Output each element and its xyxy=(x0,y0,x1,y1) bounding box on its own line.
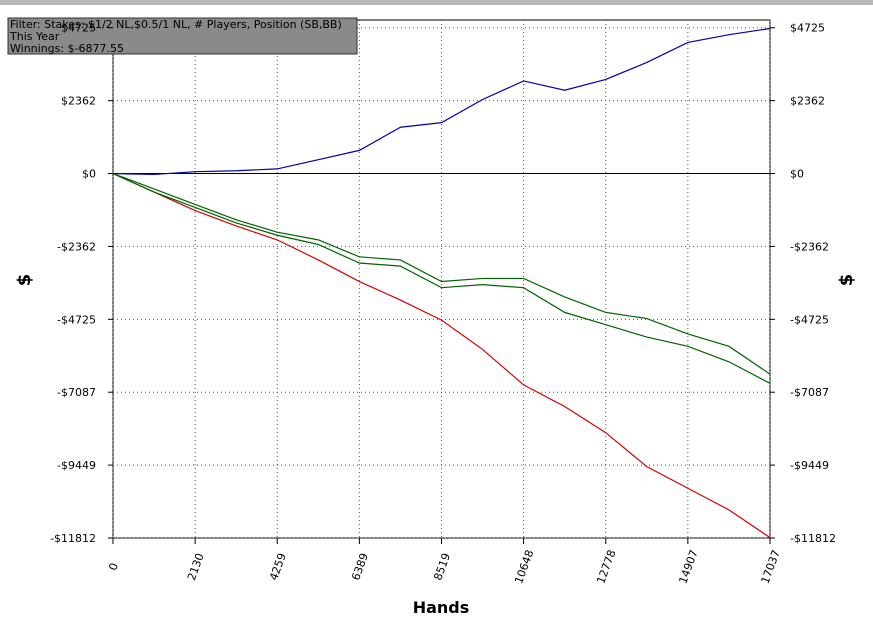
y-tick-label-right: $4725 xyxy=(790,22,825,35)
y-tick-label-right: -$2362 xyxy=(790,240,829,253)
x-tick-label: 12778 xyxy=(594,548,618,585)
x-tick-label: 2130 xyxy=(185,551,207,582)
x-tick-label: 0 xyxy=(106,561,121,572)
y-tick-label-right: $0 xyxy=(790,168,804,181)
series-line xyxy=(112,172,771,539)
x-tick-label: 17037 xyxy=(759,548,783,585)
series-line xyxy=(112,27,771,176)
filter-line: Filter: Stakes: $1/2 NL,$0.5/1 NL, # Pla… xyxy=(10,18,342,31)
y-tick-label: -$11812 xyxy=(50,532,96,545)
x-tick-label: 4259 xyxy=(267,551,289,582)
y-tick-label: $4725 xyxy=(61,22,96,35)
y-axis-label: $ xyxy=(14,274,35,287)
filter-line: This Year xyxy=(9,30,60,43)
y-tick-label: -$2362 xyxy=(57,240,96,253)
y-tick-label: $2362 xyxy=(61,95,96,108)
y-axis-label-right: $ xyxy=(836,274,857,287)
x-tick-label: 14907 xyxy=(676,548,700,585)
y-tick-label-right: -$9449 xyxy=(790,459,829,472)
y-tick-label: -$4725 xyxy=(57,313,96,326)
x-tick-label: 10648 xyxy=(512,548,536,585)
y-tick-label-right: -$7087 xyxy=(790,386,829,399)
window-edge xyxy=(0,0,873,5)
y-tick-label: -$7087 xyxy=(57,386,96,399)
x-tick-label: 6389 xyxy=(349,551,371,582)
series-line xyxy=(112,172,771,384)
plot-area xyxy=(112,19,771,539)
lines xyxy=(112,27,771,539)
y-tick-label-right: -$11812 xyxy=(790,532,836,545)
y-tick-label-right: $2362 xyxy=(790,95,825,108)
filter-box xyxy=(7,17,358,55)
y-tick-label: $0 xyxy=(82,168,96,181)
series-line xyxy=(112,172,771,375)
y-tick-label-right: -$4725 xyxy=(790,313,829,326)
filter-line: Winnings: $-6877.55 xyxy=(10,42,124,55)
x-tick-label: 8519 xyxy=(431,551,453,582)
x-axis-label: Hands xyxy=(413,598,470,617)
y-tick-label: -$9449 xyxy=(57,459,96,472)
